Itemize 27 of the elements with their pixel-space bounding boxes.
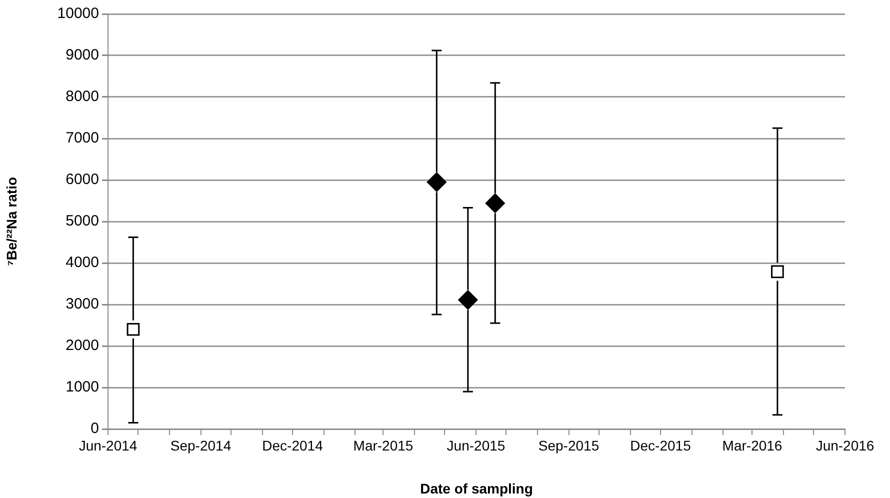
x-axis-title: Date of sampling	[420, 480, 533, 496]
y-tick-label: 8000	[66, 88, 99, 106]
x-tick-label: Mar-2015	[353, 437, 414, 454]
x-tick-label: Dec-2014	[262, 437, 324, 454]
y-tick-label: 5000	[66, 212, 99, 230]
x-tick-label: Jun-2014	[78, 437, 138, 454]
x-tick-label: Mar-2016	[722, 437, 782, 454]
point	[426, 172, 446, 192]
y-tick-label: 1000	[66, 378, 99, 396]
x-tick-label: Jun-2015	[446, 437, 506, 454]
point	[126, 322, 140, 336]
x-tick-label: Jun-2016	[816, 437, 874, 454]
y-tick-label: 7000	[66, 130, 99, 147]
y-tick-label: 4000	[66, 254, 99, 272]
y-tick-label: 2000	[66, 337, 99, 354]
point	[485, 193, 505, 213]
y-tick-label: 3000	[66, 296, 99, 313]
x-tick-label: Sep-2015	[538, 437, 600, 454]
y-tick-label: 9000	[66, 46, 99, 64]
x-tick-label: Sep-2014	[170, 437, 232, 454]
x-tick-label: Dec-2015	[630, 437, 692, 454]
point	[771, 265, 784, 278]
point	[458, 290, 478, 310]
y-tick-label: 10000	[57, 5, 99, 22]
y-tick-label: 6000	[66, 171, 99, 188]
y-axis-title: ⁷Be/²²Na ratio	[3, 176, 20, 266]
y-tick-label: 0	[90, 420, 99, 438]
